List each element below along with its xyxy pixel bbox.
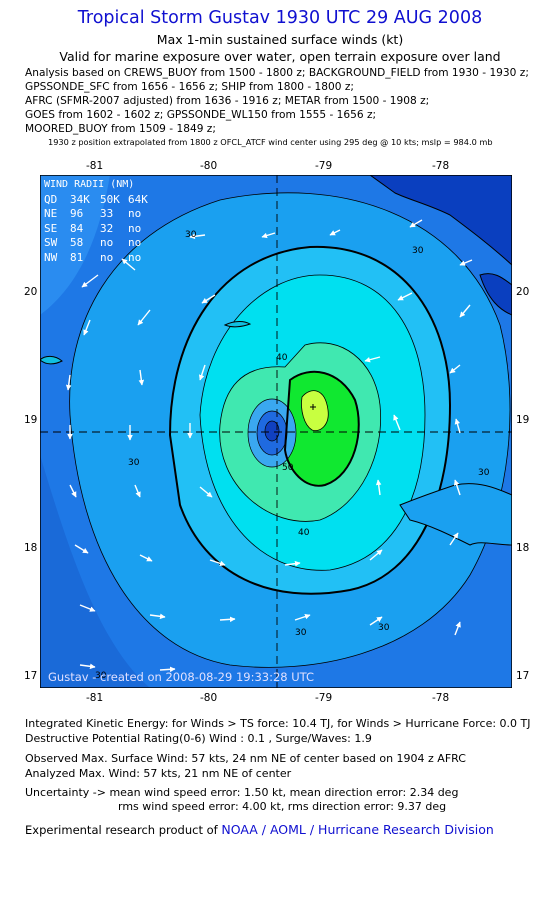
analysis-line: GOES from 1602 - 1602 z; GPSSONDE_WL150 … [25,109,377,121]
analysis-line: GPSSONDE_SFC from 1656 - 1656 z; SHIP fr… [25,81,354,93]
contour-line-50 [301,390,329,432]
field-band [40,455,150,688]
lat-tick-right: 19 [516,414,530,426]
lat-tick-right: 18 [516,542,530,554]
wind-radii-table: WIND RADII (NM) QD 34K 50K 64K NE 96 33 no SE 8… [44,178,150,265]
lat-tick-left: 17 [24,670,38,682]
eye-contour [256,410,288,456]
wind-radii-header: QD 34K 50K 64K [44,193,150,208]
lon-tick-top: -81 [86,160,104,172]
radii-cell: NE [44,207,58,220]
contour-label: 30 [95,671,107,681]
dpr-line: Destructive Potential Rating(0-6) Wind :… [25,732,372,745]
lon-tick-bottom: -81 [86,692,104,704]
radii-cell: no [128,207,142,220]
lon-tick-top: -78 [432,160,450,172]
lon-tick-bottom: -80 [200,692,218,704]
island [40,355,63,365]
contour-label: 40 [276,353,288,363]
lon-tick-bottom: -78 [432,692,450,704]
contour-line-25 [69,192,511,668]
contour-line-35 [199,274,426,571]
wind-field-map: 30 30 30 30 30 40 40 50 30 30 [40,175,512,688]
contour-label: 30 [412,246,424,256]
wind-radii-row: NE 96 33 no [44,207,150,222]
observed-max-line: Observed Max. Surface Wind: 57 kts, 24 n… [25,752,466,765]
radii-cell: 33 [100,207,114,220]
position-note: 1930 z position extrapolated from 1800 z… [48,137,493,147]
eye-contour [247,398,297,468]
radii-cell: no [128,221,142,235]
lon-tick-top: -80 [200,160,218,172]
subtitle-validity: Valid for marine exposure over water, op… [59,49,501,64]
lat-tick-right: 20 [516,286,530,298]
map-credit: Gustav - created on 2008-08-29 19:33:28 … [48,670,315,684]
eye-fill [265,421,279,441]
product-credit: Experimental research product of NOAA / … [25,822,494,837]
radii-cell: no [100,250,114,264]
radii-cell: SW [44,236,58,249]
cuba-coast [369,175,512,266]
uncertainty-line: rms wind speed error: 4.00 kt, rms direc… [118,800,447,813]
contour-label: 40 [298,528,310,538]
contour-line-30 [168,245,452,595]
contour-label: 30 [295,628,307,638]
radii-cell: 34K [70,192,90,206]
ike-line: Integrated Kinetic Energy: for Winds > T… [25,717,531,730]
lat-tick-left: 18 [24,542,38,554]
lat-tick-right: 17 [516,670,530,682]
subtitle-winds: Max 1-min sustained surface winds (kt) [156,32,404,47]
radii-cell: no [128,250,142,264]
wind-radii-title: WIND RADII (NM) [44,179,135,190]
contour-label: 30 [185,230,197,240]
contour-label: 30 [128,458,140,468]
page-title: Tropical Storm Gustav 1930 UTC 29 AUG 20… [77,8,483,28]
field-band [40,175,110,315]
contour-label: 30 [478,468,490,478]
radii-cell: 64K [128,192,148,206]
analysis-line: AFRC (SFMR-2007 adjusted) from 1636 - 19… [25,95,430,107]
analyzed-max-line: Analyzed Max. Wind: 57 kts, 21 nm NE of … [25,767,292,780]
lon-tick-top: -79 [315,160,333,172]
contour-fill-50 [301,390,329,431]
product-org-link[interactable]: NOAA / AOML / Hurricane Research Divisio… [221,822,494,837]
radii-cell: SE [44,221,58,235]
product-prefix: Experimental research product of [25,823,222,837]
radii-cell: no [128,236,142,249]
radii-cell: NW [44,250,58,264]
radii-cell: 50K [100,192,120,206]
lat-tick-left: 20 [24,286,38,298]
radii-cell: 32 [100,221,114,235]
wind-vectors [65,219,473,673]
island [223,321,252,328]
uncertainty-line: Uncertainty -> mean wind speed error: 1.… [25,786,459,799]
analysis-line: Analysis based on CREWS_BUOY from 1500 -… [25,67,529,79]
contour-label: 30 [378,623,390,633]
lat-tick-left: 19 [24,414,38,426]
radii-cell: no [100,236,114,249]
contour-line-40 [219,342,382,522]
lon-tick-bottom: -79 [315,692,333,704]
wind-radii-row: NW 81 no no [44,251,150,266]
radii-cell: 96 [70,207,84,220]
eye-contour [264,420,280,442]
radii-cell: 84 [70,221,84,235]
contour-line-45 [283,370,360,487]
radii-cell: 58 [70,236,84,249]
contour-label: 50 [282,463,294,473]
radii-cell: QD [44,192,58,206]
analysis-line: MOORED_BUOY from 1509 - 1849 z; [25,123,216,135]
radii-cell: 81 [70,250,84,264]
island [479,273,512,316]
wind-radii-row: SW 58 no no [44,236,150,251]
wind-radii-row: SE 84 32 no [44,222,150,237]
